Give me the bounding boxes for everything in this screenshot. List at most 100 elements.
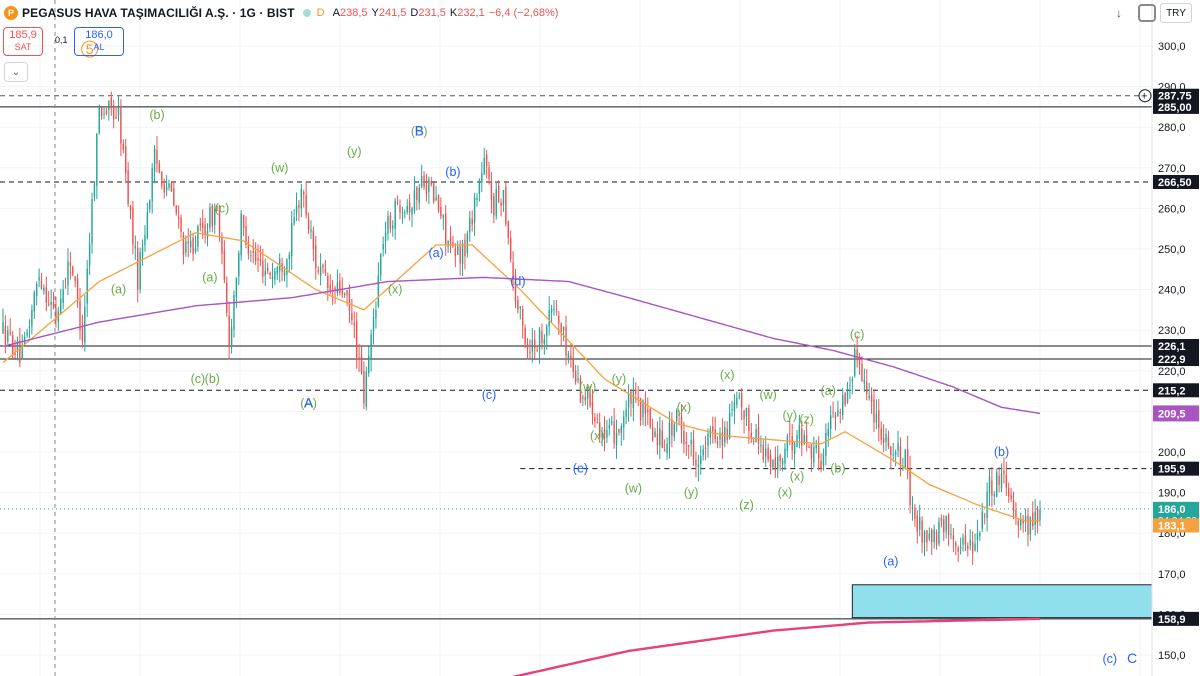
candle-body (514, 275, 517, 302)
candle-body (360, 355, 363, 374)
currency-button[interactable]: TRY (1160, 3, 1192, 23)
candle-body (606, 430, 608, 438)
candle-body (656, 433, 659, 446)
candle-body (4, 326, 7, 345)
buy-price: 186,0 (85, 29, 113, 41)
candle-body (517, 300, 519, 310)
candle-body (709, 429, 712, 438)
candle-body (1008, 487, 1010, 497)
candle-body (230, 327, 233, 348)
candle-body (33, 292, 35, 312)
candle-body (461, 243, 464, 265)
candle-body (120, 106, 122, 144)
candle-body (35, 283, 38, 296)
pegasus-logo-icon: P (4, 6, 18, 20)
candle-body (967, 545, 969, 549)
candle-body (305, 194, 307, 216)
candle-body (298, 204, 300, 208)
candle-body (813, 446, 815, 463)
candle-body (173, 188, 175, 206)
buy-button[interactable]: 186,0 AL (74, 27, 124, 56)
candle-body (449, 237, 452, 245)
candle-body (129, 205, 132, 211)
candle-body (512, 262, 514, 280)
level-price-label: 195,9 (1158, 464, 1186, 476)
candle-body (931, 529, 933, 543)
arrow-down-icon[interactable]: ↓ (1116, 6, 1122, 20)
candle-body (781, 460, 784, 465)
candle-body (264, 270, 266, 276)
wave-label: (w) (271, 161, 288, 175)
wave-label: (b) (445, 165, 460, 179)
candle-body (1012, 500, 1015, 512)
candle-body (755, 429, 757, 443)
candle-body (779, 455, 781, 461)
candle-body (834, 416, 837, 418)
candle-body (228, 315, 230, 348)
candle-body (695, 459, 697, 466)
level-price-label: 285,00 (1158, 102, 1192, 114)
collapse-legend-button[interactable]: ⌄ (4, 62, 28, 82)
candle-body (637, 396, 639, 398)
add-alert-icon[interactable] (1138, 89, 1152, 103)
candle-body (60, 298, 62, 315)
candle-body (878, 410, 880, 429)
candle-body (647, 409, 649, 413)
candle-body (218, 206, 221, 234)
candle-body (115, 116, 117, 119)
y-tick-label: 200,0 (1158, 447, 1186, 459)
candle-body (854, 349, 856, 376)
candle-body (346, 290, 348, 296)
wave-label: (y) (347, 145, 362, 159)
wave-label: (b) (830, 461, 845, 475)
candle-body (392, 225, 394, 229)
candle-body (221, 237, 223, 254)
candle-body (170, 183, 173, 192)
wave-label: (a) (821, 384, 836, 398)
candle-body (149, 200, 151, 210)
candle-body (372, 317, 375, 331)
candle-body (651, 427, 654, 440)
ema-short-line[interactable] (2, 232, 1041, 522)
candle-body (974, 543, 976, 551)
y-tick-label: 260,0 (1158, 203, 1186, 215)
candle-body (367, 355, 370, 374)
candle-body (485, 154, 488, 167)
symbol-title[interactable]: PEGASUS HAVA TAŞIMACILIĞI A.Ş. · 1G · BI… (22, 6, 295, 20)
y-tick-label: 230,0 (1158, 325, 1186, 337)
candle-body (971, 541, 974, 553)
wave-label: (B) (411, 124, 428, 138)
ema-very-long-line[interactable] (484, 617, 1040, 676)
target-zone[interactable] (851, 584, 1153, 619)
candle-body (959, 547, 962, 549)
candle-body (185, 241, 187, 253)
candle-body (832, 412, 834, 414)
ema-long-line[interactable] (2, 276, 1041, 415)
candle-body (286, 259, 288, 275)
sell-button[interactable]: 185,9 SAT (3, 27, 43, 56)
candle-body (454, 248, 457, 257)
candle-body (822, 453, 825, 466)
candle-body (108, 100, 110, 110)
candle-body (420, 176, 423, 187)
candle-body (319, 266, 322, 276)
candle-body (1022, 521, 1024, 524)
candle-body (322, 264, 324, 268)
candle-body (663, 449, 666, 452)
candle-body (745, 407, 748, 417)
candle-body (315, 245, 317, 269)
candle-body (161, 171, 163, 186)
candle-body (473, 197, 476, 223)
candle-body (189, 240, 192, 248)
wave-label: (x) (778, 486, 793, 500)
candle-body (774, 457, 777, 471)
candle-body (789, 433, 791, 435)
candle-body (618, 429, 620, 433)
candle-body (603, 429, 606, 439)
level-price-label-badge (1153, 88, 1199, 103)
candle-body (45, 287, 48, 303)
screenshot-icon[interactable] (1138, 4, 1156, 22)
candle-body (201, 222, 204, 228)
candle-body (825, 432, 827, 456)
